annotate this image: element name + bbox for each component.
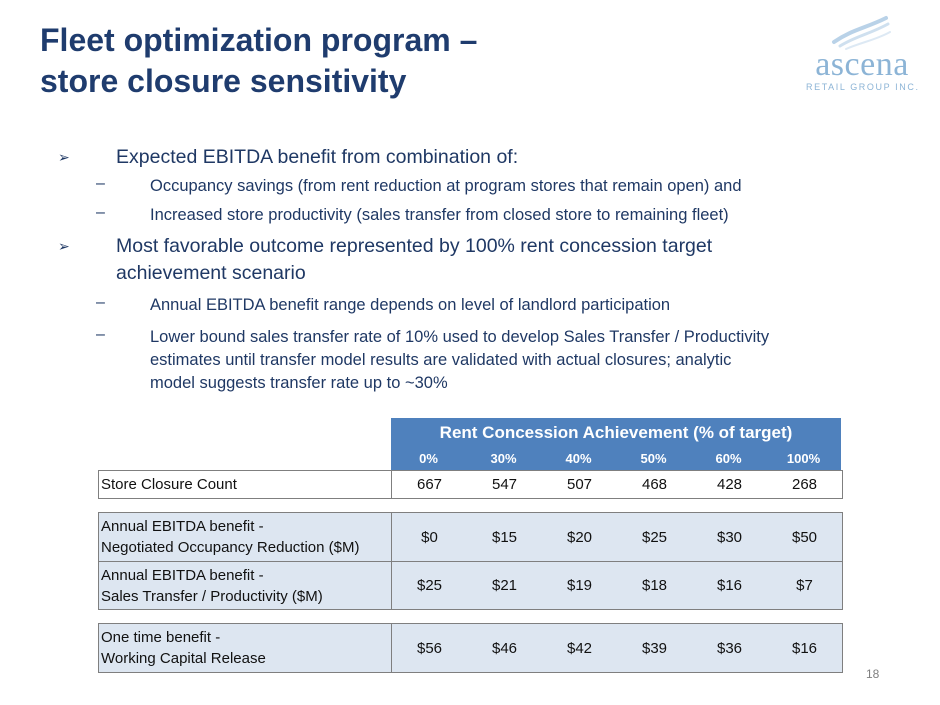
table-cell: $36: [716, 639, 743, 657]
logo-swoosh-icon: [832, 16, 891, 50]
table-cell: 507: [566, 476, 593, 493]
table-row-occupancy-reduction: Annual EBITDA benefit - Negotiated Occup…: [98, 512, 843, 562]
dash-bullet: –: [96, 175, 105, 192]
bullet-1-sub-1-text: Occupancy savings (from rent reduction a…: [150, 177, 742, 195]
table-cell: $18: [641, 577, 668, 594]
row-label: Annual EBITDA benefit - Sales Transfer /…: [101, 565, 323, 607]
table-cell: $15: [491, 528, 518, 546]
bullet-2-line-2: achievement scenario: [116, 262, 306, 284]
slide-title: Fleet optimization program – store closu…: [40, 20, 680, 102]
table-cell: $19: [566, 577, 593, 594]
table-cell: $20: [566, 528, 593, 546]
logo-subtitle: RETAIL GROUP INC.: [806, 82, 920, 92]
column-header: 50%: [640, 451, 667, 466]
table-cell: $46: [491, 639, 518, 657]
page-number: 18: [866, 667, 880, 681]
table-cell: $7: [796, 577, 813, 594]
table-cell: 428: [716, 476, 743, 493]
column-header: 0%: [419, 451, 438, 466]
column-header: 30%: [490, 451, 517, 466]
column-header: 40%: [565, 451, 592, 466]
row-label-line-1: Annual EBITDA benefit -: [101, 567, 264, 584]
title-line-2: store closure sensitivity: [40, 63, 407, 99]
bullet-2-sub-2-text: Lower bound sales transfer rate of 10% u…: [150, 326, 890, 395]
row-values: $25 $21 $19 $18 $16 $7: [391, 562, 842, 609]
row-label-line-2: Working Capital Release: [101, 650, 266, 667]
row-label: Store Closure Count: [101, 471, 237, 498]
table-cell: 667: [416, 476, 443, 493]
bullet-2-line-1: Most favorable outcome represented by 10…: [116, 235, 713, 257]
row-label-line-2: Negotiated Occupancy Reduction ($M): [101, 539, 360, 556]
table-row-working-capital: One time benefit - Working Capital Relea…: [98, 623, 843, 673]
dash-bullet: –: [96, 326, 105, 343]
row-label-line-1: Store Closure Count: [101, 476, 237, 493]
row-values: $56 $46 $42 $39 $36 $16: [391, 624, 842, 672]
bullet-2-sub-2-line-3: model suggests transfer rate up to ~30%: [150, 374, 448, 392]
arrow-bullet-icon: ➢: [58, 238, 70, 254]
table-cell: $25: [416, 577, 443, 594]
bullet-1-sub-2-text: Increased store productivity (sales tran…: [150, 206, 729, 224]
dash-bullet: –: [96, 204, 105, 221]
row-values: $0 $15 $20 $25 $30 $50: [391, 513, 842, 561]
table-cell: $50: [791, 528, 818, 546]
table-cell: 547: [491, 476, 518, 493]
bullet-2-sub-2-line-1: Lower bound sales transfer rate of 10% u…: [150, 328, 770, 346]
row-label-line-1: Annual EBITDA benefit -: [101, 518, 264, 535]
table-cell: 468: [641, 476, 668, 493]
table-row-store-closure-count: Store Closure Count 667 547 507 468 428 …: [98, 470, 843, 499]
table-cell: $21: [491, 577, 518, 594]
arrow-bullet-icon: ➢: [58, 149, 70, 165]
bullet-2-text: Most favorable outcome represented by 10…: [116, 233, 836, 287]
column-header: 100%: [786, 451, 821, 466]
table-cell: $25: [641, 528, 668, 546]
table-cell: $56: [416, 639, 443, 657]
table-cell: $30: [716, 528, 743, 546]
dash-bullet: –: [96, 294, 105, 311]
table-cell: 268: [791, 476, 818, 493]
row-label: One time benefit - Working Capital Relea…: [101, 627, 266, 669]
table-cell: $16: [716, 577, 743, 594]
table-header: Rent Concession Achievement (% of target…: [391, 418, 841, 447]
table-cell: $0: [421, 528, 438, 546]
table-cell: $42: [566, 639, 593, 657]
column-header: 60%: [715, 451, 742, 466]
table-column-headers: 0% 30% 40% 50% 60% 100%: [391, 447, 841, 470]
table-cell: $39: [641, 639, 668, 657]
bullet-2-sub-2-line-2: estimates until transfer model results a…: [150, 351, 732, 369]
ascena-logo: ascena RETAIL GROUP INC.: [806, 12, 918, 98]
row-label-line-2: Sales Transfer / Productivity ($M): [101, 588, 323, 605]
title-line-1: Fleet optimization program –: [40, 22, 478, 58]
table-cell: $16: [791, 639, 818, 657]
row-label-line-1: One time benefit -: [101, 629, 221, 646]
bullet-1-text: Expected EBITDA benefit from combination…: [116, 146, 519, 168]
table-row-sales-transfer: Annual EBITDA benefit - Sales Transfer /…: [98, 561, 843, 610]
row-label: Annual EBITDA benefit - Negotiated Occup…: [101, 516, 359, 558]
row-values: 667 547 507 468 428 268: [391, 471, 842, 498]
logo-wordmark: ascena: [815, 46, 909, 83]
bullet-2-sub-1-text: Annual EBITDA benefit range depends on l…: [150, 296, 671, 314]
